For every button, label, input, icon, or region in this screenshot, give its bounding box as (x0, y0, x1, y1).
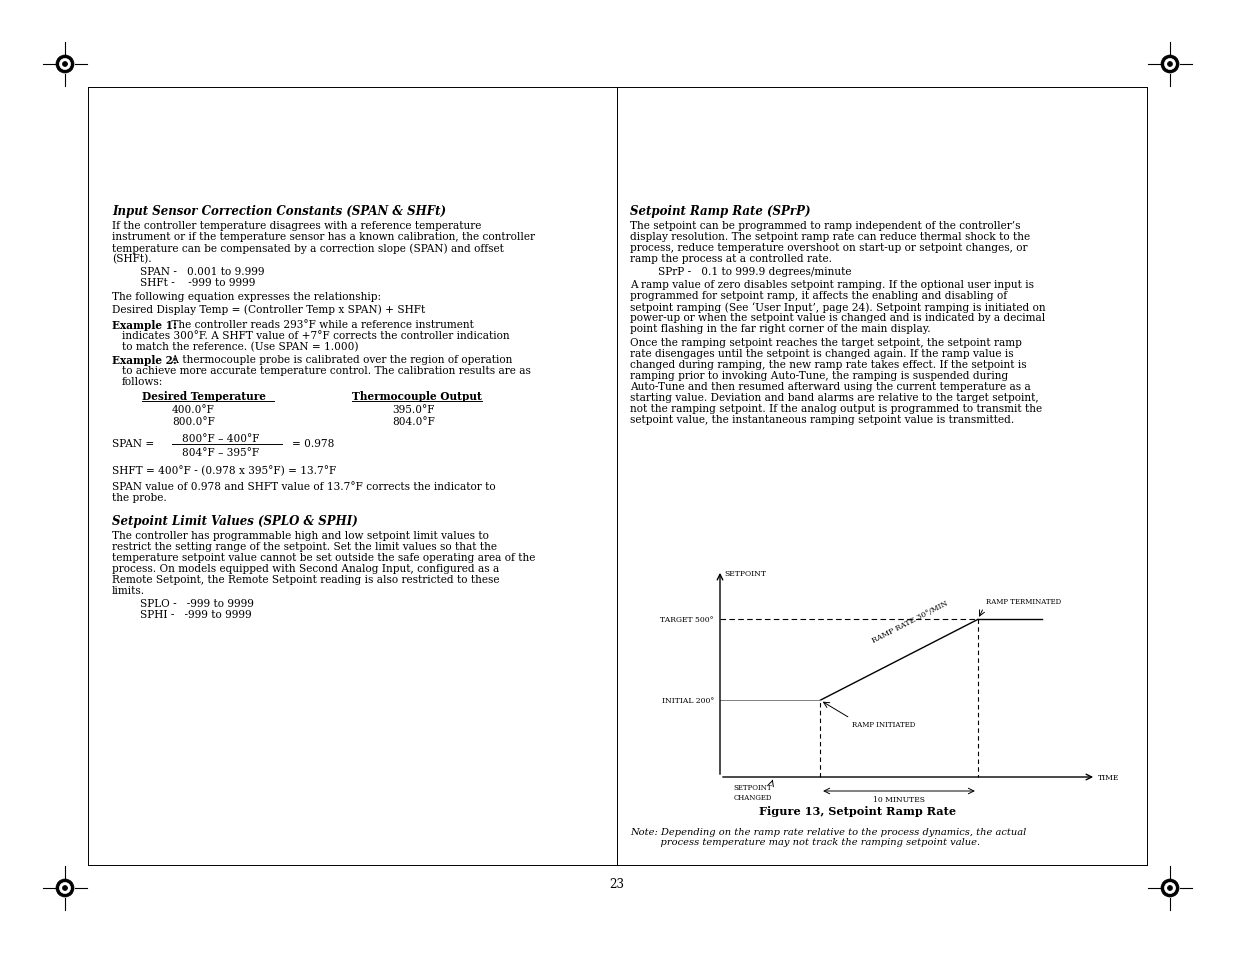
Text: 804.0°F: 804.0°F (391, 416, 435, 427)
Text: to match the reference. (Use SPAN = 1.000): to match the reference. (Use SPAN = 1.00… (122, 341, 358, 352)
Text: to achieve more accurate temperature control. The calibration results are as: to achieve more accurate temperature con… (122, 366, 531, 375)
Text: SHFT = 400°F - (0.978 x 395°F) = 13.7°F: SHFT = 400°F - (0.978 x 395°F) = 13.7°F (112, 465, 336, 476)
Text: Input Sensor Correction Constants (SPAN & SHFt): Input Sensor Correction Constants (SPAN … (112, 205, 446, 218)
Text: the probe.: the probe. (112, 493, 167, 502)
Text: point flashing in the far right corner of the main display.: point flashing in the far right corner o… (630, 324, 931, 334)
Text: follows:: follows: (122, 376, 163, 387)
Text: process, reduce temperature overshoot on start-up or setpoint changes, or: process, reduce temperature overshoot on… (630, 243, 1028, 253)
Text: Setpoint Limit Values (SPLO & SPHI): Setpoint Limit Values (SPLO & SPHI) (112, 515, 358, 527)
Text: TARGET 500°: TARGET 500° (661, 616, 714, 624)
Text: Desired Temperature: Desired Temperature (142, 391, 266, 401)
Circle shape (63, 63, 68, 68)
Text: RAMP INITIATED: RAMP INITIATED (852, 720, 915, 728)
Text: 10 MINUTES: 10 MINUTES (873, 795, 925, 803)
Text: display resolution. The setpoint ramp rate can reduce thermal shock to the: display resolution. The setpoint ramp ra… (630, 232, 1030, 242)
Text: rate disengages until the setpoint is changed again. If the ramp value is: rate disengages until the setpoint is ch… (630, 349, 1014, 358)
Text: Thermocouple Output: Thermocouple Output (352, 391, 482, 401)
Text: setpoint value, the instantaneous ramping setpoint value is transmitted.: setpoint value, the instantaneous rampin… (630, 415, 1014, 424)
Text: = 0.978: = 0.978 (291, 438, 335, 449)
Text: Remote Setpoint, the Remote Setpoint reading is also restricted to these: Remote Setpoint, the Remote Setpoint rea… (112, 575, 499, 584)
Text: RAMP TERMINATED: RAMP TERMINATED (986, 598, 1061, 606)
Circle shape (59, 882, 70, 894)
Text: 400.0°F: 400.0°F (172, 405, 215, 415)
Text: If the controller temperature disagrees with a reference temperature: If the controller temperature disagrees … (112, 221, 482, 231)
Text: starting value. Deviation and band alarms are relative to the target setpoint,: starting value. Deviation and band alarm… (630, 393, 1039, 402)
Text: ramp the process at a controlled rate.: ramp the process at a controlled rate. (630, 253, 832, 264)
Text: Note: Depending on the ramp rate relative to the process dynamics, the actual: Note: Depending on the ramp rate relativ… (630, 827, 1026, 836)
Circle shape (1165, 882, 1176, 894)
Text: SHFt -    -999 to 9999: SHFt - -999 to 9999 (140, 277, 256, 288)
Text: Figure 13, Setpoint Ramp Rate: Figure 13, Setpoint Ramp Rate (760, 805, 956, 816)
Text: setpoint ramping (See ‘User Input’, page 24). Setpoint ramping is initiated on: setpoint ramping (See ‘User Input’, page… (630, 302, 1046, 313)
Text: SPAN -   0.001 to 9.999: SPAN - 0.001 to 9.999 (140, 267, 264, 276)
Circle shape (56, 879, 74, 897)
Text: temperature setpoint value cannot be set outside the safe operating area of the: temperature setpoint value cannot be set… (112, 553, 536, 562)
Text: Once the ramping setpoint reaches the target setpoint, the setpoint ramp: Once the ramping setpoint reaches the ta… (630, 337, 1021, 348)
Text: SPrP -   0.1 to 999.9 degrees/minute: SPrP - 0.1 to 999.9 degrees/minute (658, 267, 851, 276)
Text: 395.0°F: 395.0°F (391, 405, 435, 415)
Text: SPAN =: SPAN = (112, 438, 154, 449)
Text: Example 2:: Example 2: (112, 355, 177, 366)
Text: changed during ramping, the new ramp rate takes effect. If the setpoint is: changed during ramping, the new ramp rat… (630, 359, 1026, 370)
Circle shape (56, 56, 74, 74)
Text: indicates 300°F. A SHFT value of +7°F corrects the controller indication: indicates 300°F. A SHFT value of +7°F co… (122, 331, 510, 340)
Text: Example 1:: Example 1: (112, 319, 177, 331)
Text: not the ramping setpoint. If the analog output is programmed to transmit the: not the ramping setpoint. If the analog … (630, 403, 1042, 414)
Circle shape (1167, 63, 1172, 68)
Text: 800.0°F: 800.0°F (172, 416, 215, 427)
Text: 804°F – 395°F: 804°F – 395°F (182, 448, 259, 457)
Text: limits.: limits. (112, 585, 146, 596)
Text: SETPOINT
CHANGED: SETPOINT CHANGED (734, 783, 772, 801)
Circle shape (1167, 885, 1172, 890)
Text: programmed for setpoint ramp, it affects the enabling and disabling of: programmed for setpoint ramp, it affects… (630, 291, 1007, 301)
Text: instrument or if the temperature sensor has a known calibration, the controller: instrument or if the temperature sensor … (112, 232, 535, 242)
Text: (SHFt).: (SHFt). (112, 253, 152, 264)
Text: SPHI -   -999 to 9999: SPHI - -999 to 9999 (140, 609, 252, 619)
Text: The controller has programmable high and low setpoint limit values to: The controller has programmable high and… (112, 531, 489, 540)
Text: RAMP RATE 30°/MIN: RAMP RATE 30°/MIN (871, 598, 950, 644)
Text: A ramp value of zero disables setpoint ramping. If the optional user input is: A ramp value of zero disables setpoint r… (630, 280, 1034, 290)
Text: temperature can be compensated by a correction slope (SPAN) and offset: temperature can be compensated by a corr… (112, 243, 504, 253)
Text: 23: 23 (610, 877, 625, 890)
Text: The setpoint can be programmed to ramp independent of the controller’s: The setpoint can be programmed to ramp i… (630, 221, 1020, 231)
Circle shape (59, 59, 70, 71)
Text: 800°F – 400°F: 800°F – 400°F (182, 434, 259, 443)
Text: process temperature may not track the ramping setpoint value.: process temperature may not track the ra… (648, 837, 981, 846)
Text: TIME: TIME (1098, 773, 1119, 781)
Circle shape (1161, 879, 1179, 897)
Circle shape (1165, 59, 1176, 71)
Text: INITIAL 200°: INITIAL 200° (662, 697, 714, 704)
Text: A thermocouple probe is calibrated over the region of operation: A thermocouple probe is calibrated over … (168, 355, 513, 365)
Text: SPAN value of 0.978 and SHFT value of 13.7°F corrects the indicator to: SPAN value of 0.978 and SHFT value of 13… (112, 481, 495, 492)
Text: process. On models equipped with Second Analog Input, configured as a: process. On models equipped with Second … (112, 563, 499, 574)
Text: restrict the setting range of the setpoint. Set the limit values so that the: restrict the setting range of the setpoi… (112, 541, 496, 552)
Text: ramping prior to invoking Auto-Tune, the ramping is suspended during: ramping prior to invoking Auto-Tune, the… (630, 371, 1008, 380)
Circle shape (1161, 56, 1179, 74)
Text: The following equation expresses the relationship:: The following equation expresses the rel… (112, 292, 382, 302)
Text: Desired Display Temp = (Controller Temp x SPAN) + SHFt: Desired Display Temp = (Controller Temp … (112, 304, 425, 314)
Text: The controller reads 293°F while a reference instrument: The controller reads 293°F while a refer… (168, 319, 474, 330)
Text: Auto-Tune and then resumed afterward using the current temperature as a: Auto-Tune and then resumed afterward usi… (630, 381, 1031, 392)
Text: power-up or when the setpoint value is changed and is indicated by a decimal: power-up or when the setpoint value is c… (630, 313, 1045, 323)
Text: SPLO -   -999 to 9999: SPLO - -999 to 9999 (140, 598, 254, 608)
Circle shape (63, 885, 68, 890)
Text: SETPOINT: SETPOINT (724, 569, 766, 578)
Text: Setpoint Ramp Rate (SPrP): Setpoint Ramp Rate (SPrP) (630, 205, 810, 218)
